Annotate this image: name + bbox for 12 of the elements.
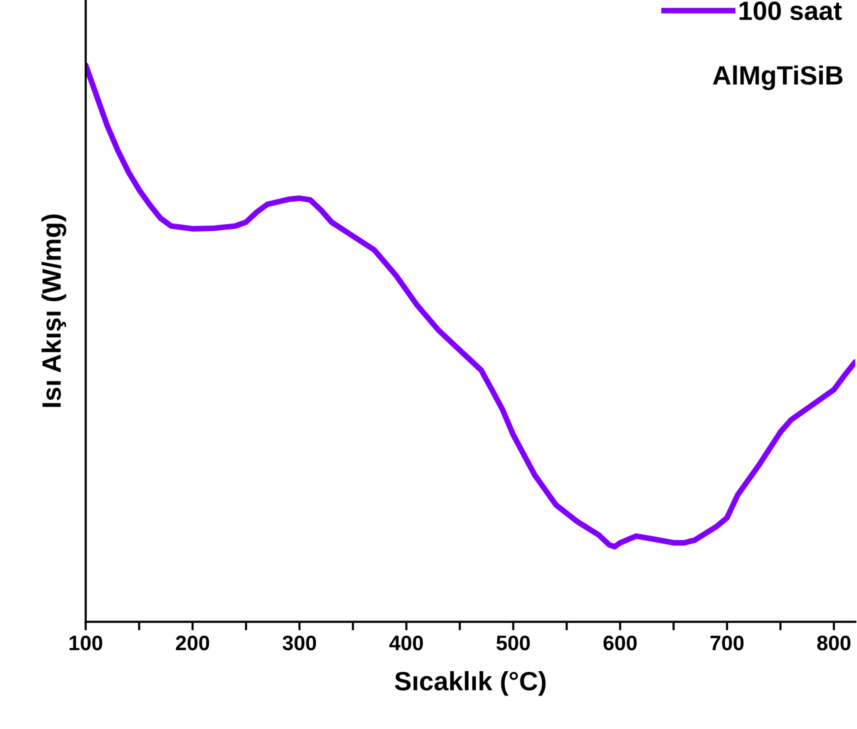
x-axis-title: Sıcaklık (°C)	[394, 671, 546, 696]
x-tick-label: 200	[176, 636, 210, 650]
x-tick-label: 400	[389, 636, 423, 650]
x-tick-label: 700	[710, 636, 744, 650]
x-tick-label: 600	[604, 636, 637, 650]
annotation: AlMgTiSiB	[712, 65, 843, 90]
x-tick-label: 300	[282, 636, 316, 650]
x-tick-label: 500	[496, 636, 530, 650]
x-tick-label: 800	[817, 636, 850, 650]
y-axis-title: Isı Akışı (W/mg)	[42, 214, 66, 407]
legend-label: 100 saat	[740, 1, 842, 20]
x-tick-label: 100	[70, 636, 102, 650]
